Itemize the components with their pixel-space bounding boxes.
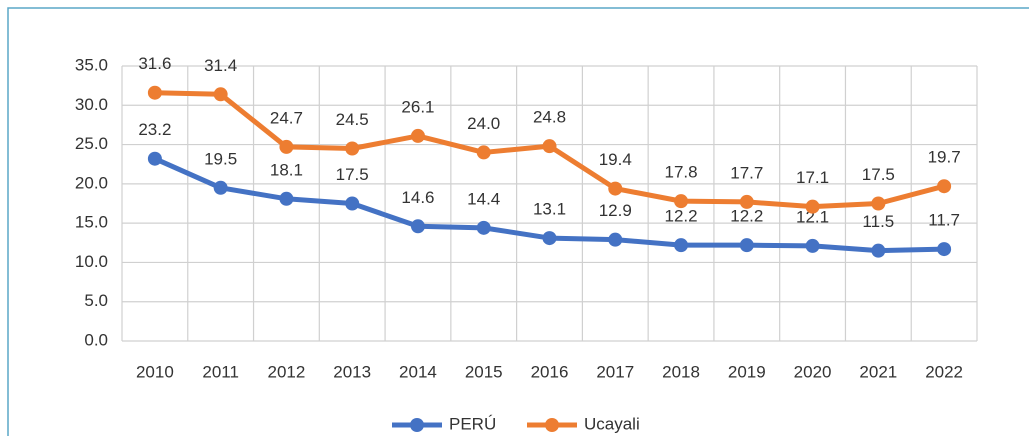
marker [608,181,623,196]
x-tick-label: 2020 [794,362,832,381]
y-tick-label: 15.0 [75,213,108,232]
marker [937,242,952,257]
frame [7,7,1029,436]
marker [542,231,557,246]
data-label: 26.1 [401,97,434,116]
x-tick-label: 2015 [465,362,503,381]
data-label: 17.5 [862,165,895,184]
data-label: 12.2 [730,207,763,226]
marker [805,238,820,253]
y-tick-label: 35.0 [75,55,108,74]
data-label: 17.7 [730,163,763,182]
data-label: 14.4 [467,189,500,208]
data-label: 11.7 [928,211,960,230]
marker [345,141,360,156]
data-label: 19.7 [928,148,961,167]
x-tick-label: 2022 [925,362,963,381]
marker [739,194,754,209]
legend-label: Ucayali [584,414,640,433]
marker [476,220,491,235]
data-label: 12.2 [664,207,697,226]
y-tick-label: 10.0 [75,252,108,271]
marker [739,238,754,253]
x-tick-label: 2018 [662,362,700,381]
data-label: 12.1 [796,207,829,226]
x-tick-label: 2012 [268,362,306,381]
marker [476,145,491,160]
legend-marker [410,418,424,432]
legend-label: PERÚ [449,414,496,433]
marker [410,219,425,234]
marker [871,243,886,258]
data-label: 17.8 [664,163,697,182]
marker [147,151,162,166]
y-tick-label: 0.0 [84,330,108,349]
marker [674,238,689,253]
x-tick-label: 2021 [859,362,897,381]
x-tick-label: 2014 [399,362,437,381]
data-label: 17.1 [796,168,829,187]
data-label: 17.5 [336,165,369,184]
marker [410,128,425,143]
x-tick-label: 2013 [333,362,371,381]
data-label: 24.5 [336,110,369,129]
data-label: 19.4 [599,150,632,169]
x-tick-label: 2011 [202,362,239,381]
y-tick-label: 20.0 [75,173,108,192]
x-tick-label: 2010 [136,362,174,381]
data-label: 19.5 [204,149,237,168]
marker [345,196,360,211]
marker [279,139,294,154]
data-label: 14.6 [401,188,434,207]
marker [805,199,820,214]
data-label: 31.4 [204,56,237,75]
data-label: 12.9 [599,201,632,220]
y-tick-label: 25.0 [75,134,108,153]
marker [279,191,294,206]
data-label: 24.7 [270,108,303,127]
marker [542,139,557,154]
marker [213,87,228,102]
data-label: 13.1 [533,200,566,219]
legend-marker [545,418,559,432]
data-label: 23.2 [138,120,171,139]
marker [937,179,952,194]
data-label: 18.1 [270,160,303,179]
marker [147,85,162,100]
marker [608,232,623,247]
y-tick-label: 30.0 [75,95,108,114]
marker [674,194,689,209]
marker [871,196,886,211]
x-tick-label: 2016 [531,362,569,381]
x-tick-label: 2019 [728,362,766,381]
data-label: 11.5 [862,212,894,231]
data-label: 24.8 [533,108,566,127]
x-tick-label: 2017 [596,362,634,381]
marker [213,180,228,195]
data-label: 31.6 [138,54,171,73]
data-label: 24.0 [467,114,500,133]
y-tick-label: 5.0 [84,291,108,310]
